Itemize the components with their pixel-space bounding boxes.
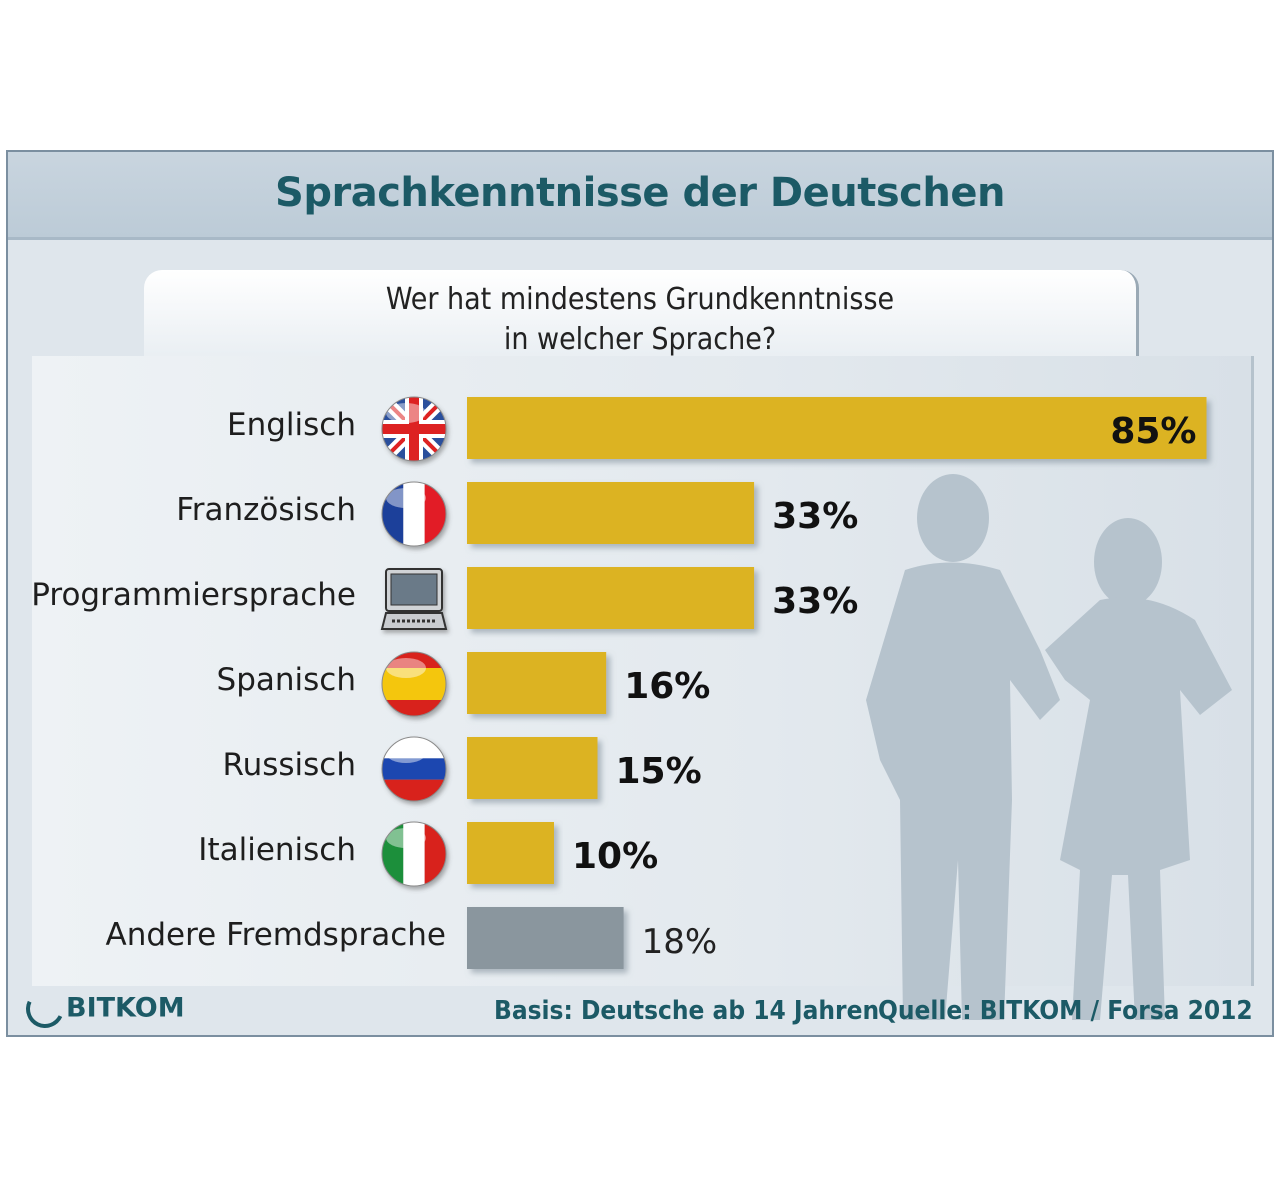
- logo-text: BITKOM: [66, 992, 185, 1024]
- question-line-1: Wer hat mindestens Grundkenntnisse: [385, 282, 895, 317]
- bar-englisch: [467, 397, 1207, 459]
- title-banner: Sprachkenntnisse der Deutschen: [8, 152, 1272, 240]
- bar-chart: Englisch 85% Französisch 33% Programmierspra…: [31, 396, 1207, 969]
- infographic-frame: Sprachkenntnisse der Deutschen Wer hat m…: [6, 150, 1274, 1037]
- category-label-andere-fremdsprache: Andere Fremdsprache: [105, 917, 446, 953]
- category-label-englisch: Englisch: [227, 407, 356, 443]
- category-label-russisch: Russisch: [222, 747, 356, 783]
- bar-andere-fremdsprache: [467, 907, 624, 969]
- uk-flag-icon: [381, 396, 447, 462]
- bitkom-swirl-icon: [20, 984, 70, 1034]
- category-label-franz-sisch: Französisch: [176, 492, 356, 528]
- chart-panel: [32, 356, 1254, 986]
- france-flag-icon: [381, 481, 447, 547]
- value-label-italienisch: 10%: [572, 836, 658, 877]
- bar-franz-sisch: [467, 482, 755, 544]
- bar-italienisch: [467, 822, 554, 884]
- value-label-russisch: 15%: [616, 751, 702, 792]
- footer-basis: Basis: Deutsche ab 14 Jahren: [494, 996, 880, 1026]
- value-label-andere-fremdsprache: 18%: [642, 922, 718, 962]
- question-line-2: in welcher Sprache?: [503, 322, 777, 357]
- question-box: Wer hat mindestens Grundkenntnisse in we…: [144, 270, 1139, 370]
- laptop-icon: [380, 568, 448, 630]
- italy-flag-icon: [381, 821, 447, 887]
- chart-title: Sprachkenntnisse der Deutschen: [275, 170, 1005, 216]
- spain-flag-icon: [381, 651, 447, 717]
- value-label-franz-sisch: 33%: [772, 496, 858, 537]
- value-label-englisch: 85%: [1110, 411, 1196, 452]
- bitkom-logo: BITKOM: [20, 984, 185, 1034]
- people-silhouette-illustration: [866, 474, 1232, 1020]
- category-label-italienisch: Italienisch: [198, 832, 356, 868]
- value-label-spanisch: 16%: [624, 666, 710, 707]
- value-label-programmiersprache: 33%: [772, 581, 858, 622]
- category-label-programmiersprache: Programmiersprache: [31, 577, 356, 613]
- bar-spanisch: [467, 652, 607, 714]
- russia-flag-icon: [381, 736, 447, 802]
- category-label-spanisch: Spanisch: [217, 662, 356, 698]
- bar-russisch: [467, 737, 598, 799]
- footer-source: Quelle: BITKOM / Forsa 2012: [878, 996, 1253, 1026]
- bar-programmiersprache: [467, 567, 755, 629]
